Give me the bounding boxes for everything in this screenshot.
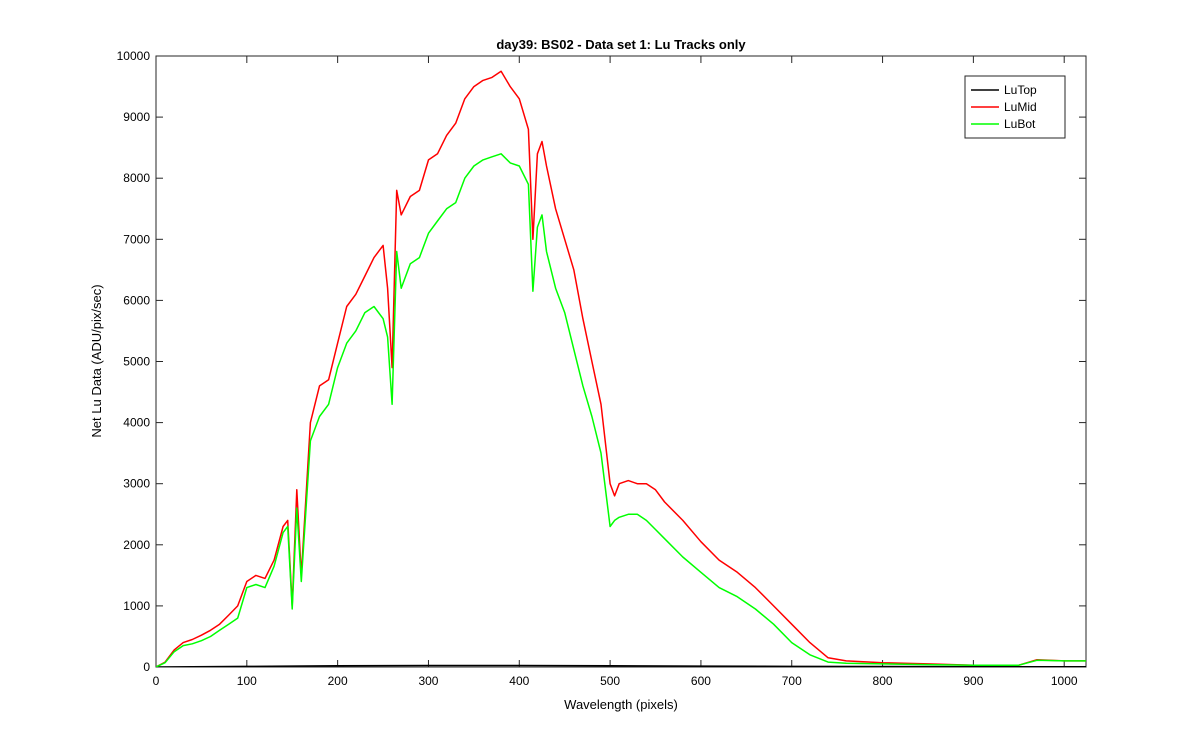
y-tick-label: 2000: [123, 538, 150, 552]
y-tick-label: 9000: [123, 110, 150, 124]
series-line-lutop: [156, 664, 1086, 667]
x-tick-label: 700: [782, 674, 802, 688]
x-axis-label: Wavelength (pixels): [564, 697, 678, 712]
y-axis-label: Net Lu Data (ADU/pix/sec): [89, 284, 104, 437]
x-tick-label: 900: [963, 674, 983, 688]
x-tick-label: 200: [328, 674, 348, 688]
y-tick-label: 5000: [123, 355, 150, 369]
x-tick-label: 1000: [1051, 674, 1078, 688]
chart-title: day39: BS02 - Data set 1: Lu Tracks only: [496, 37, 746, 52]
series-line-lubot: [156, 153, 1086, 667]
y-tick-label: 8000: [123, 171, 150, 185]
legend: LuTop LuMid LuBot: [964, 75, 1066, 139]
x-tick-label: 0: [153, 674, 160, 688]
y-tick-label: 10000: [117, 49, 151, 63]
plot-area: 0 100 200 300 400 500 600 700 800 900 100001000200…: [117, 49, 1087, 688]
x-tick-label: 400: [509, 674, 529, 688]
x-tick-label: 500: [600, 674, 620, 688]
legend-label-lumid: LuMid: [1004, 100, 1037, 114]
x-tick-label: 800: [873, 674, 893, 688]
y-tick-label: 6000: [123, 293, 150, 307]
x-tick-label: 100: [237, 674, 257, 688]
series-lines: [156, 70, 1086, 667]
y-tick-label: 1000: [123, 599, 150, 613]
y-tick-label: 7000: [123, 232, 150, 246]
y-tick-label: 3000: [123, 477, 150, 491]
y-tick-label: 0: [143, 660, 150, 674]
y-tick-label: 4000: [123, 416, 150, 430]
legend-label-lutop: LuTop: [1004, 83, 1037, 97]
series-line-lumid: [156, 70, 1086, 667]
x-tick-label: 600: [691, 674, 711, 688]
x-tick-label: 300: [418, 674, 438, 688]
legend-label-lubot: LuBot: [1004, 117, 1036, 131]
